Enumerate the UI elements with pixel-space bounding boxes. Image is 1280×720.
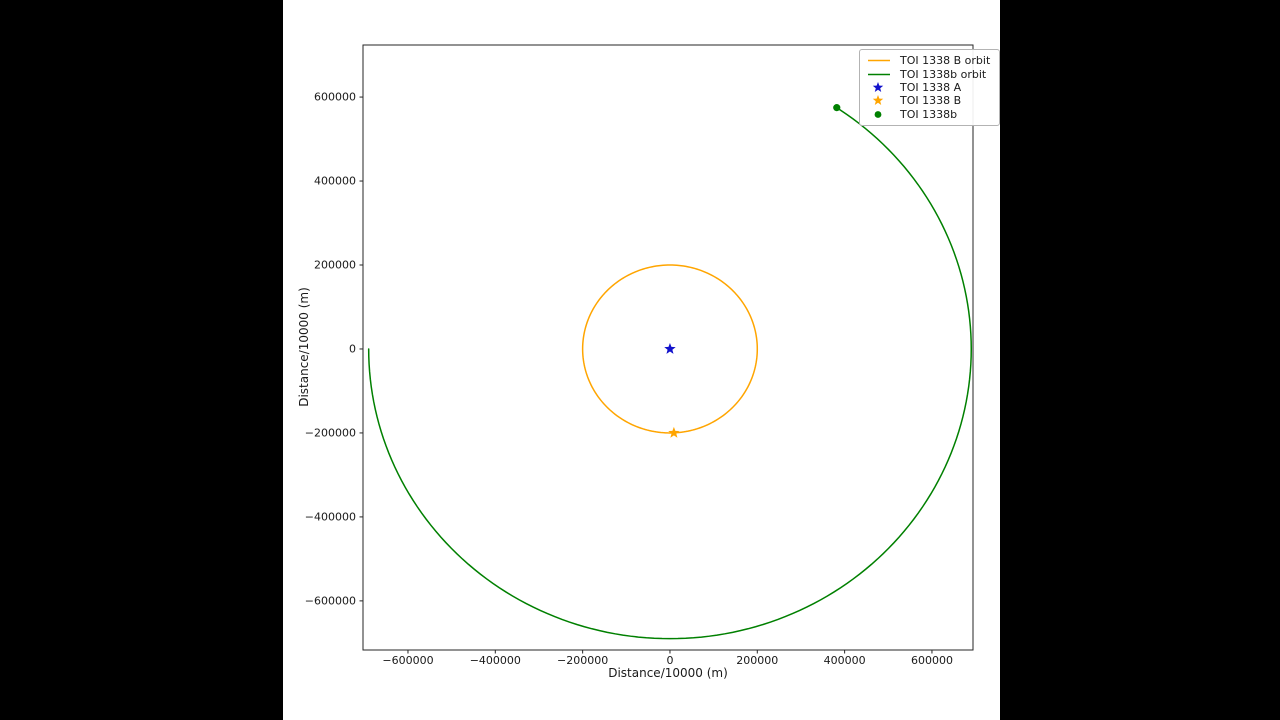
letterbox-right	[1000, 0, 1280, 720]
y-tick-label: 0	[349, 342, 356, 355]
legend-item: TOI 1338 A	[865, 81, 990, 94]
orbit-path-toi-1338-b-orbit	[581, 264, 759, 434]
x-axis-label: Distance/10000 (m)	[608, 666, 728, 680]
legend: TOI 1338 B orbit TOI 1338b orbit TOI 1338 …	[859, 49, 1001, 126]
y-axis-ticks: −600000 −400000 −200000 0 200000 400000 600000	[305, 91, 363, 607]
legend-item-label: TOI 1338b	[900, 107, 958, 121]
y-tick-label: 600000	[314, 91, 356, 104]
x-axis-ticks: −600000 −400000 −200000 0 200000 400000 600000	[382, 650, 953, 667]
letterbox-left	[0, 0, 283, 720]
orbit-path-toi-1338b-orbit	[367, 106, 973, 640]
x-tick-label: −600000	[382, 654, 433, 667]
y-tick-label: −400000	[305, 510, 356, 523]
legend-item: TOI 1338 B	[865, 94, 990, 107]
y-tick-label: 400000	[314, 175, 356, 188]
y-tick-label: −600000	[305, 594, 356, 607]
marker-toi-1338b	[833, 104, 841, 112]
y-tick-label: −200000	[305, 426, 356, 439]
legend-item: TOI 1338b	[865, 108, 990, 121]
legend-item-label: TOI 1338 A	[900, 80, 962, 94]
marker-toi-1338-b	[668, 426, 680, 438]
legend-item: TOI 1338 B orbit	[865, 54, 990, 67]
legend-star-icon	[872, 81, 884, 92]
legend-item-label: TOI 1338b orbit	[900, 67, 987, 81]
x-tick-label: 600000	[911, 654, 953, 667]
legend-line-icon	[868, 59, 890, 62]
x-tick-label: 400000	[824, 654, 866, 667]
y-tick-label: 200000	[314, 259, 356, 272]
x-tick-label: 200000	[736, 654, 778, 667]
legend-line-icon	[868, 73, 890, 75]
marker-toi-1338-a	[664, 342, 676, 354]
legend-item: TOI 1338b orbit	[865, 67, 990, 81]
x-tick-label: 0	[666, 654, 673, 667]
figure-panel: −600000 −400000 −200000 0 200000 400000 600000…	[283, 0, 1001, 720]
legend-star-icon	[872, 95, 884, 106]
orbit-plot: −600000 −400000 −200000 0 200000 400000 600000…	[305, 44, 974, 667]
plot-frame	[362, 44, 974, 651]
legend-item-label: TOI 1338 B orbit	[900, 54, 991, 68]
x-tick-label: −200000	[557, 654, 608, 667]
x-tick-label: −400000	[470, 654, 521, 667]
y-axis-label: Distance/10000 (m)	[297, 287, 311, 407]
legend-item-label: TOI 1338 B	[900, 94, 962, 108]
legend-dot-icon	[874, 110, 882, 118]
